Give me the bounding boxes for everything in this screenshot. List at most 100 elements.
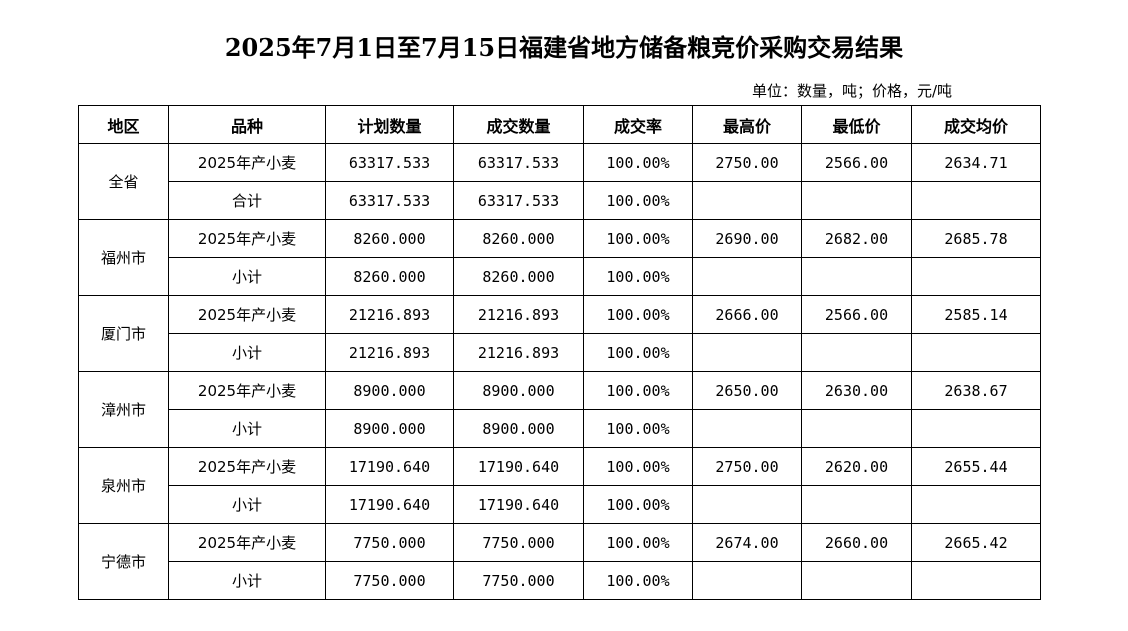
header-max-price: 最高价 (692, 105, 802, 144)
max-price-cell (692, 257, 802, 296)
header-trade-rate: 成交率 (583, 105, 693, 144)
planned-quantity-cell: 7750.000 (325, 523, 454, 562)
variety-cell: 2025年产小麦 (168, 447, 326, 486)
trade-rate-cell: 100.00% (583, 257, 693, 296)
trade-rate-cell: 100.00% (583, 485, 693, 524)
traded-quantity-cell: 7750.000 (453, 561, 584, 600)
region-cell: 泉州市 (78, 447, 169, 524)
table-row: 合计 63317.533 63317.533 100.00% (79, 181, 1041, 220)
trade-rate-cell: 100.00% (583, 143, 693, 182)
planned-quantity-cell: 8900.000 (325, 409, 454, 448)
min-price-cell (801, 333, 912, 372)
max-price-cell: 2650.00 (692, 371, 802, 410)
region-cell: 漳州市 (78, 371, 169, 448)
table-row: 福州市 2025年产小麦 8260.000 8260.000 100.00% 2690.0… (78, 219, 1041, 296)
min-price-cell: 2682.00 (801, 219, 912, 258)
avg-price-cell (911, 257, 1041, 296)
planned-quantity-cell: 8260.000 (325, 219, 454, 258)
results-table: 地区 品种 计划数量 成交数量 成交率 最高价 最低价 成交均价 全省 2025年… (78, 105, 1041, 600)
planned-quantity-cell: 7750.000 (325, 561, 454, 600)
traded-quantity-cell: 63317.533 (453, 143, 584, 182)
traded-quantity-cell: 8900.000 (453, 371, 584, 410)
planned-quantity-cell: 63317.533 (325, 143, 454, 182)
min-price-cell: 2630.00 (801, 371, 912, 410)
avg-price-cell: 2685.78 (911, 219, 1041, 258)
variety-cell: 小计 (168, 485, 326, 524)
variety-cell: 2025年产小麦 (168, 523, 326, 562)
variety-cell: 合计 (168, 181, 326, 220)
avg-price-cell (911, 409, 1041, 448)
trade-rate-cell: 100.00% (583, 447, 693, 486)
traded-quantity-cell: 8900.000 (453, 409, 584, 448)
trade-rate-cell: 100.00% (583, 333, 693, 372)
planned-quantity-cell: 17190.640 (325, 447, 454, 486)
table-row: 小计 8260.000 8260.000 100.00% (79, 257, 1041, 296)
max-price-cell: 2674.00 (692, 523, 802, 562)
header-planned-quantity: 计划数量 (325, 105, 454, 144)
region-cell: 福州市 (78, 219, 169, 296)
planned-quantity-cell: 21216.893 (325, 295, 454, 334)
trade-rate-cell: 100.00% (583, 523, 693, 562)
table-row: 泉州市 2025年产小麦 17190.640 17190.640 100.00% 2750… (78, 447, 1041, 524)
table-row: 厦门市 2025年产小麦 21216.893 21216.893 100.00% 2666… (78, 295, 1041, 372)
trade-rate-cell: 100.00% (583, 181, 693, 220)
min-price-cell: 2566.00 (801, 143, 912, 182)
header-avg-price: 成交均价 (911, 105, 1041, 144)
table-row: 全省 2025年产小麦 63317.533 63317.533 100.00% 2750.… (78, 143, 1041, 220)
page-title: 2025年7月1日至7月15日福建省地方储备粮竞价采购交易结果 (224, 33, 904, 62)
variety-cell: 2025年产小麦 (168, 295, 326, 334)
planned-quantity-cell: 8900.000 (325, 371, 454, 410)
min-price-cell: 2620.00 (801, 447, 912, 486)
trade-rate-cell: 100.00% (583, 371, 693, 410)
header-row: 地区 品种 计划数量 成交数量 成交率 最高价 最低价 成交均价 (78, 105, 1041, 144)
variety-cell: 小计 (168, 409, 326, 448)
max-price-cell: 2666.00 (692, 295, 802, 334)
avg-price-cell: 2585.14 (911, 295, 1041, 334)
avg-price-cell (911, 181, 1041, 220)
traded-quantity-cell: 17190.640 (453, 447, 584, 486)
region-cell: 全省 (78, 143, 169, 220)
unit-note: 单位：数量，吨；价格，元/吨 (752, 82, 953, 100)
max-price-cell (692, 333, 802, 372)
avg-price-cell: 2655.44 (911, 447, 1041, 486)
trade-rate-cell: 100.00% (583, 409, 693, 448)
traded-quantity-cell: 17190.640 (453, 485, 584, 524)
table-row: 小计 21216.893 21216.893 100.00% (79, 333, 1041, 372)
header-min-price: 最低价 (801, 105, 912, 144)
header-region: 地区 (78, 105, 169, 144)
planned-quantity-cell: 63317.533 (325, 181, 454, 220)
min-price-cell (801, 257, 912, 296)
max-price-cell (692, 561, 802, 600)
region-cell: 厦门市 (78, 295, 169, 372)
min-price-cell (801, 561, 912, 600)
avg-price-cell: 2634.71 (911, 143, 1041, 182)
min-price-cell (801, 409, 912, 448)
max-price-cell: 2750.00 (692, 143, 802, 182)
region-cell: 宁德市 (78, 523, 169, 600)
min-price-cell (801, 181, 912, 220)
variety-cell: 2025年产小麦 (168, 143, 326, 182)
min-price-cell (801, 485, 912, 524)
planned-quantity-cell: 8260.000 (325, 257, 454, 296)
table-row: 漳州市 2025年产小麦 8900.000 8900.000 100.00% 2650.0… (78, 371, 1041, 448)
header-variety: 品种 (168, 105, 326, 144)
max-price-cell (692, 409, 802, 448)
variety-cell: 小计 (168, 257, 326, 296)
traded-quantity-cell: 21216.893 (453, 333, 584, 372)
planned-quantity-cell: 21216.893 (325, 333, 454, 372)
max-price-cell: 2750.00 (692, 447, 802, 486)
trade-rate-cell: 100.00% (583, 561, 693, 600)
variety-cell: 小计 (168, 561, 326, 600)
table-row: 小计 17190.640 17190.640 100.00% (79, 485, 1041, 524)
max-price-cell (692, 485, 802, 524)
traded-quantity-cell: 8260.000 (453, 219, 584, 258)
traded-quantity-cell: 21216.893 (453, 295, 584, 334)
min-price-cell: 2566.00 (801, 295, 912, 334)
variety-cell: 2025年产小麦 (168, 219, 326, 258)
traded-quantity-cell: 7750.000 (453, 523, 584, 562)
avg-price-cell (911, 333, 1041, 372)
max-price-cell (692, 181, 802, 220)
avg-price-cell: 2665.42 (911, 523, 1041, 562)
planned-quantity-cell: 17190.640 (325, 485, 454, 524)
max-price-cell: 2690.00 (692, 219, 802, 258)
